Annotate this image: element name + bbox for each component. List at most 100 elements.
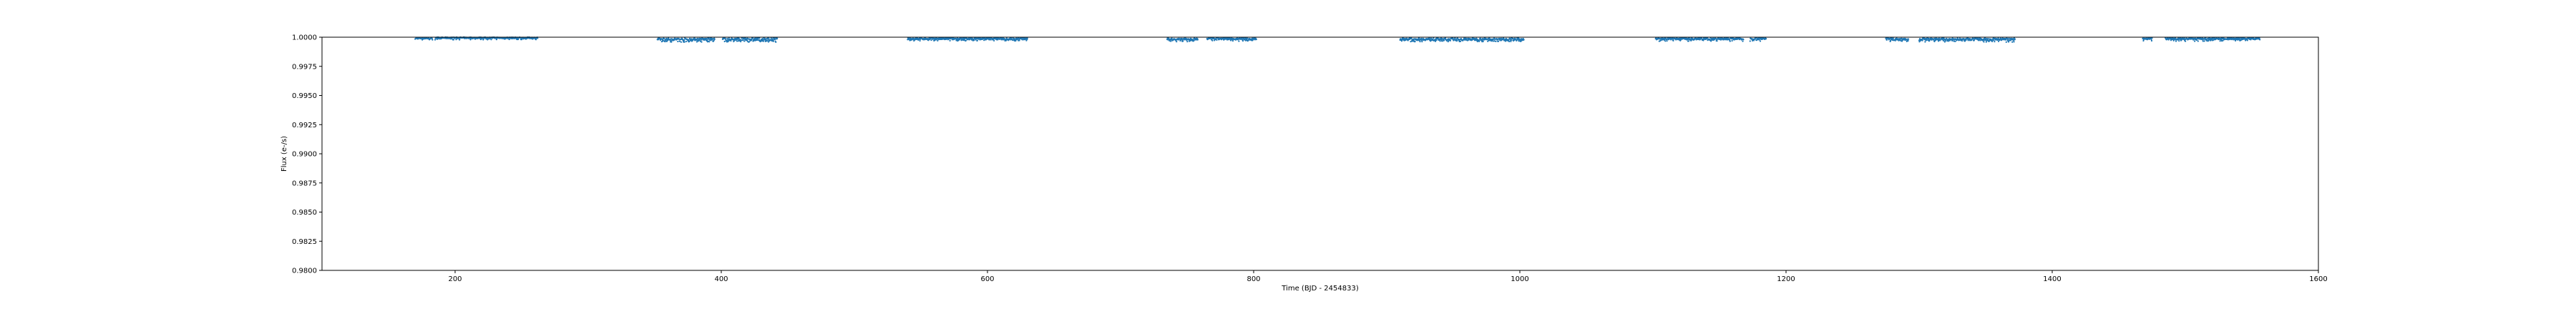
data-point [775,41,777,43]
data-point [683,41,686,43]
data-point [2011,41,2014,43]
data-point [1211,39,1214,41]
data-point [1519,39,1522,41]
data-point [2180,39,2182,41]
data-point [2013,41,2015,43]
data-point [1246,37,1249,39]
data-point [1454,37,1456,39]
data-point [772,40,775,42]
data-point [1907,39,1909,42]
data-point [1179,39,1181,42]
data-point [1186,41,1189,43]
data-point [1933,40,1936,43]
data-point [452,39,454,41]
data-point [1413,39,1415,41]
data-point [736,40,738,42]
data-point [706,37,708,40]
data-point [683,39,686,41]
data-point [434,39,436,41]
data-point [1729,40,1731,42]
data-point [2175,40,2177,42]
data-point [743,40,746,42]
data-point [1449,39,1452,41]
data-point [766,40,769,42]
data-point [1244,38,1246,40]
data-point [1410,37,1413,39]
data-point [2235,39,2237,42]
data-point [1731,39,1733,42]
data-point [678,40,681,42]
data-point [976,39,978,41]
data-point [2175,37,2177,39]
data-point [658,39,660,41]
data-point [708,41,711,43]
data-point [2005,39,2007,41]
data-point [1928,39,1931,41]
data-point [1495,40,1497,42]
data-point [701,41,703,43]
x-tick-label: 1400 [2043,275,2061,283]
data-point [1433,37,1435,39]
data-point [774,39,776,41]
data-point [1961,39,1963,42]
data-point [1924,41,1926,43]
data-point [1523,39,1525,41]
data-point [2151,37,2153,39]
data-point [1997,40,2000,42]
data-point [2167,39,2170,41]
data-point [748,41,750,43]
data-point [758,37,761,39]
data-point [1921,39,1923,41]
data-point [1710,40,1712,42]
data-point [1435,39,1438,41]
data-point [1759,40,1762,42]
data-point [535,39,537,41]
x-tick-label: 1600 [2309,275,2327,283]
data-point [490,39,492,41]
data-point [2197,40,2199,42]
data-point [1419,40,1421,43]
data-point [2202,40,2204,42]
x-tick-label: 200 [448,275,462,283]
data-point [1702,39,1704,41]
y-tick-label: 0.9825 [292,238,317,246]
data-point [912,37,914,39]
data-point [1182,40,1184,42]
data-point [919,39,921,42]
data-point [989,39,992,41]
data-point [1193,39,1195,41]
y-tick-label: 0.9875 [292,180,317,187]
data-point [1742,39,1745,41]
data-point [937,39,939,41]
data-point [2150,39,2152,41]
data-point [1230,39,1232,41]
data-point [723,40,726,43]
data-point [1015,39,1017,41]
data-point [965,39,967,41]
data-point [431,37,434,40]
data-point [1939,39,1941,41]
data-point [677,40,679,43]
data-point [2007,41,2010,43]
data-point [1520,40,1522,42]
data-point [1018,39,1020,41]
data-point [706,39,708,41]
data-point [1500,37,1502,39]
data-point [969,39,971,41]
data-point [1997,37,1999,39]
data-point [708,37,710,39]
data-point [999,38,1001,40]
data-point [1026,37,1028,39]
data-point [2008,37,2010,39]
data-point [2259,39,2261,41]
data-point [1439,40,1441,42]
data-point [726,38,728,40]
data-point [2238,37,2240,39]
data-point [1443,39,1445,41]
data-point [1716,40,1718,42]
data-point [1969,38,1971,40]
data-point [768,37,770,39]
data-point [1985,41,1987,43]
data-point [431,39,434,41]
